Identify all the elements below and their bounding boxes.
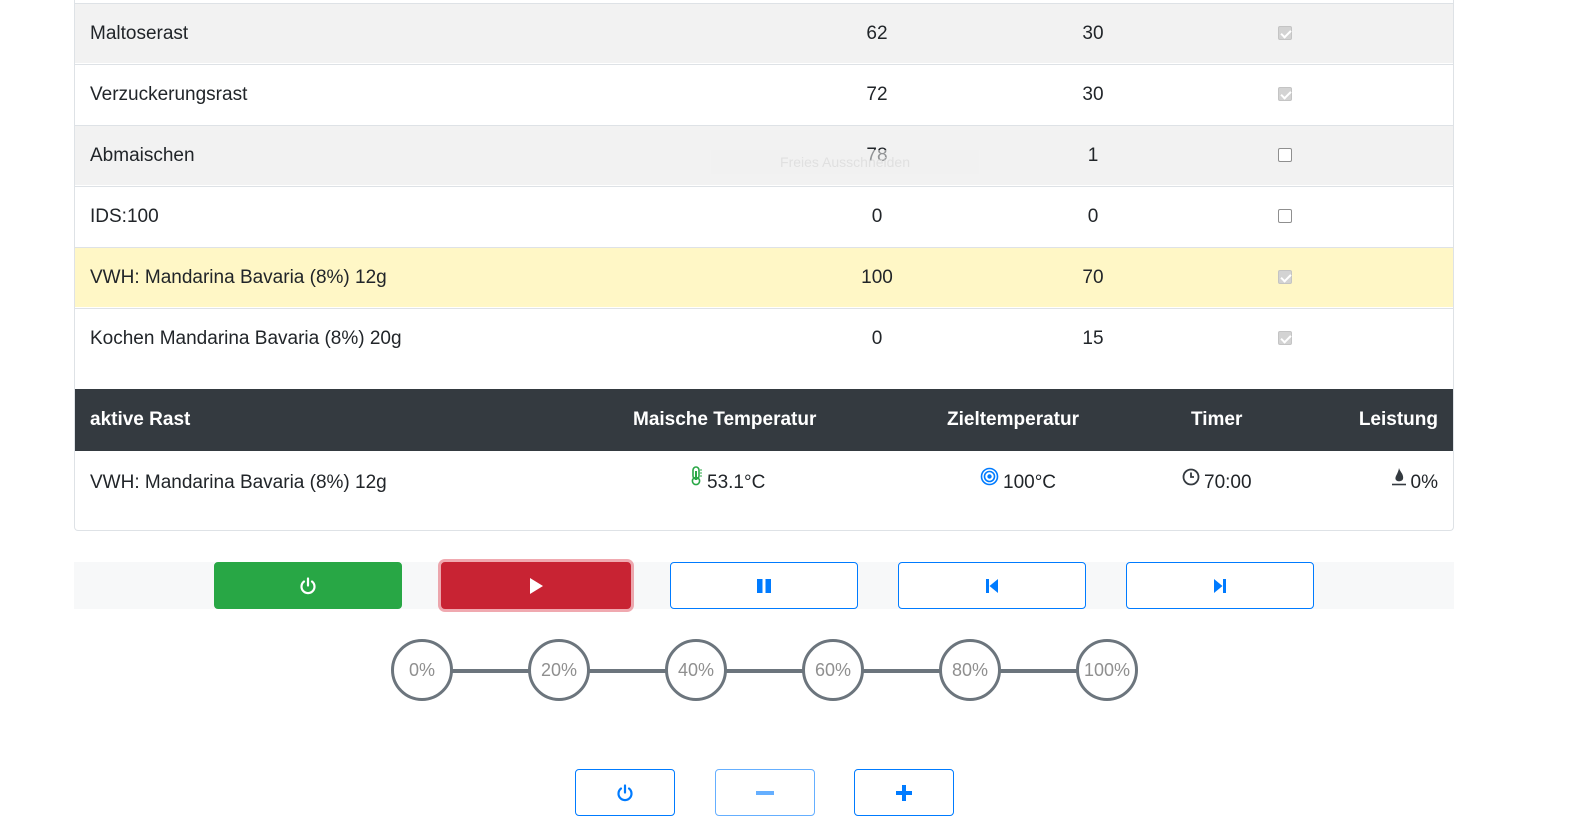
rest-temperature: 0 [871,206,883,227]
header-target-temperature: Zieltemperatur [947,409,1079,430]
rest-row: IDS:100 0 0 [75,186,1453,246]
power-step-40[interactable]: 40% [665,639,727,701]
rest-checkbox[interactable] [1278,26,1292,40]
rest-name: Verzuckerungsrast [90,84,248,105]
rest-temperature: 100 [861,267,893,288]
active-rest-header: aktive Rast Maische Temperatur Zieltempe… [75,389,1453,451]
rest-temperature: 0 [871,328,883,349]
rest-name: Kochen Mandarina Bavaria (8%) 20g [90,328,402,349]
header-active-rest: aktive Rast [90,409,191,430]
rest-checkbox[interactable] [1278,331,1292,345]
header-timer: Timer [1191,409,1243,430]
rest-checkbox[interactable] [1278,209,1292,223]
rest-duration: 15 [1082,328,1104,349]
active-rest-name: VWH: Mandarina Bavaria (8%) 12g [90,472,387,493]
minus-icon [756,790,774,795]
pause-button[interactable] [670,562,858,609]
rest-row: Kochen Mandarina Bavaria (8%) 20g 0 15 [75,308,1453,368]
increase-power-button[interactable] [854,769,954,816]
mash-temperature: 53.1°C [689,451,765,515]
power-toggle-button[interactable] [214,562,402,609]
mash-temperature-value: 53.1°C [707,472,766,494]
heater-power-button[interactable] [575,769,675,816]
power: 0% [1391,451,1438,515]
start-button[interactable] [441,562,631,609]
rest-checkbox[interactable] [1278,270,1292,284]
rest-checkbox[interactable] [1278,148,1292,162]
power-icon [300,576,316,594]
power-icon [617,783,633,801]
target-temperature: 100°C [980,451,1056,515]
rest-row: Verzuckerungsrast 72 30 [75,64,1453,124]
skip-forward-icon [1214,578,1226,593]
pause-icon [757,578,771,593]
decrease-power-button[interactable] [715,769,815,816]
rest-row-active: VWH: Mandarina Bavaria (8%) 12g 100 70 [75,247,1453,307]
control-toolbar [74,562,1454,609]
previous-rest-button[interactable] [898,562,1086,609]
rests-card: Maltoserast 62 30 Verzuckerungsrast 72 3… [74,0,1454,531]
header-power: Leistung [1358,409,1438,430]
power-value: 0% [1410,472,1438,494]
target-temperature-value: 100°C [1003,472,1057,494]
thermometer-icon [689,449,703,513]
rest-duration: 0 [1087,206,1099,227]
power-step-80[interactable]: 80% [939,639,1001,701]
power-step-track [421,669,1107,673]
rest-name: Maltoserast [90,23,189,44]
rest-duration: 30 [1082,84,1104,105]
rest-name: Abmaischen [90,145,195,166]
power-step-100[interactable]: 100% [1076,639,1138,701]
rest-duration: 30 [1082,23,1104,44]
rest-row: Maltoserast 62 30 [75,3,1453,63]
rest-duration: 1 [1087,145,1099,166]
snipping-tool-overlay: Freies Ausschneiden [711,150,979,174]
rest-temperature: 72 [866,84,888,105]
rest-checkbox[interactable] [1278,87,1292,101]
timer: 70:00 [1182,451,1252,515]
timer-value: 70:00 [1204,472,1252,494]
plus-icon [896,784,912,801]
rest-duration: 70 [1082,267,1104,288]
power-step-60[interactable]: 60% [802,639,864,701]
power-step-selector: 0% 20% 40% 60% 80% 100% [391,639,1139,703]
rest-name: IDS:100 [90,206,159,227]
power-step-0[interactable]: 0% [391,639,453,701]
power-step-20[interactable]: 20% [528,639,590,701]
rest-name: VWH: Mandarina Bavaria (8%) 12g [90,267,387,288]
play-icon [530,577,543,594]
flame-icon [1391,449,1407,513]
next-rest-button[interactable] [1126,562,1314,609]
header-mash-temperature: Maische Temperatur [633,409,817,430]
skip-back-icon [986,578,998,593]
rest-temperature: 62 [866,23,888,44]
target-icon [980,449,999,513]
active-rest-row: VWH: Mandarina Bavaria (8%) 12g 53.1°C 1… [75,451,1453,515]
clock-icon [1182,449,1200,513]
